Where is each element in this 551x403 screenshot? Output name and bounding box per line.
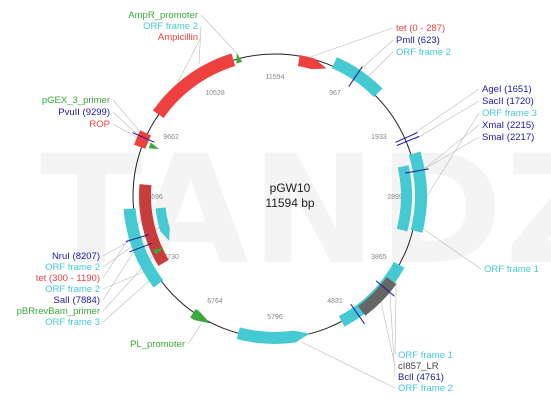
plasmid-name: pGW10 xyxy=(270,181,311,195)
position-ticks: 11594 967 1933 2899 3865 4831 5796 6764 7730 8696… xyxy=(147,74,403,321)
position-tick-label: 967 xyxy=(329,90,341,97)
feature-label[interactable]: NruI (8207) xyxy=(52,251,100,262)
feature-label[interactable]: SacII (1720) xyxy=(482,96,534,107)
feature-label[interactable]: pBRrevBam_primer xyxy=(17,306,100,317)
tet-300-1190-arc[interactable] xyxy=(139,184,169,267)
orf-frame-2-bottom-arc[interactable] xyxy=(236,327,310,344)
feature-label[interactable]: PL_promoter xyxy=(130,339,185,350)
feature-label[interactable]: ORF frame 2 xyxy=(398,383,453,394)
pGEX-3-primer-marker[interactable] xyxy=(148,142,161,152)
pmli-site[interactable] xyxy=(348,66,363,87)
position-tick-label: 9662 xyxy=(163,134,179,141)
feature-label[interactable]: ROP xyxy=(89,119,110,130)
pl-promoter-arc[interactable] xyxy=(190,309,211,324)
feature-label[interactable]: ORF frame 2 xyxy=(143,21,198,32)
position-tick-label: 10528 xyxy=(205,90,225,97)
orf-frame-2-top-arc[interactable] xyxy=(331,57,383,98)
feature-label[interactable]: Ampicillin xyxy=(158,32,198,43)
position-tick-label: 7730 xyxy=(163,254,179,261)
tet-0-287-arc[interactable] xyxy=(297,55,327,70)
pBRrevBam-primer-marker[interactable] xyxy=(153,245,165,255)
ampicillin-arc[interactable] xyxy=(152,53,236,118)
feature-label[interactable]: PmlI (623) xyxy=(396,35,440,46)
feature-label[interactable]: ORF frame 1 xyxy=(398,350,453,361)
xmai-site[interactable] xyxy=(404,168,429,174)
feature-label[interactable]: SalI (7884) xyxy=(54,295,100,306)
feature-label[interactable]: BclI (4761) xyxy=(398,372,444,383)
feature-label[interactable]: ORF frame 3 xyxy=(45,317,100,328)
label-leader-lines xyxy=(102,14,482,389)
position-tick-label: 8696 xyxy=(147,194,163,201)
feature-label[interactable]: ORF frame 2 xyxy=(45,284,100,295)
feature-label[interactable]: tet (300 - 1190) xyxy=(36,273,100,284)
cut-site[interactable] xyxy=(350,303,365,325)
feature-label[interactable]: AmpR_promoter xyxy=(128,10,198,21)
position-tick-label: 6764 xyxy=(207,298,223,305)
cI857_LR-arc[interactable] xyxy=(358,277,397,316)
pvuii-site[interactable] xyxy=(132,132,155,143)
sali-site[interactable] xyxy=(129,242,152,253)
position-tick-label: 4831 xyxy=(327,298,343,305)
watermark-text: TANDZ xyxy=(40,124,551,298)
plasmid-size: 11594 bp xyxy=(265,196,314,210)
sacii-site[interactable] xyxy=(396,135,420,146)
agei-site[interactable] xyxy=(395,132,418,143)
feature-label[interactable]: PvuII (9299) xyxy=(58,107,110,118)
feature-label[interactable]: tet (0 - 287) xyxy=(396,23,445,34)
feature-label[interactable]: pGEX_3_primer xyxy=(42,95,110,106)
position-tick-label: 3865 xyxy=(371,254,387,261)
position-tick-label: 11594 xyxy=(266,74,285,81)
orf-frame-2-left-arc[interactable] xyxy=(155,207,170,241)
feature-label[interactable]: ORF frame 2 xyxy=(396,47,451,58)
feature-label[interactable]: XmaI (2215) xyxy=(482,120,534,131)
position-tick-label: 1933 xyxy=(371,134,387,141)
nrui-site[interactable] xyxy=(125,234,149,243)
ampR-promoter-marker[interactable] xyxy=(234,52,243,64)
restriction-site-marks xyxy=(125,66,429,325)
feature-label[interactable]: SmaI (2217) xyxy=(482,132,534,143)
feature-label[interactable]: ORF frame 1 xyxy=(484,264,539,275)
feature-label[interactable]: ORF frame 2 xyxy=(45,262,100,273)
feature-label[interactable]: ORF frame 3 xyxy=(482,108,537,119)
position-tick-label: 5796 xyxy=(267,314,283,321)
orf-frame-1-right-arc[interactable] xyxy=(396,165,412,232)
orf-frame-3-left-arc[interactable] xyxy=(123,208,164,288)
feature-label[interactable]: AgeI (1651) xyxy=(482,84,532,95)
bcli-site[interactable] xyxy=(375,280,395,297)
feature-label[interactable]: cI857_LR xyxy=(398,361,439,372)
position-tick-label: 2899 xyxy=(387,194,403,201)
